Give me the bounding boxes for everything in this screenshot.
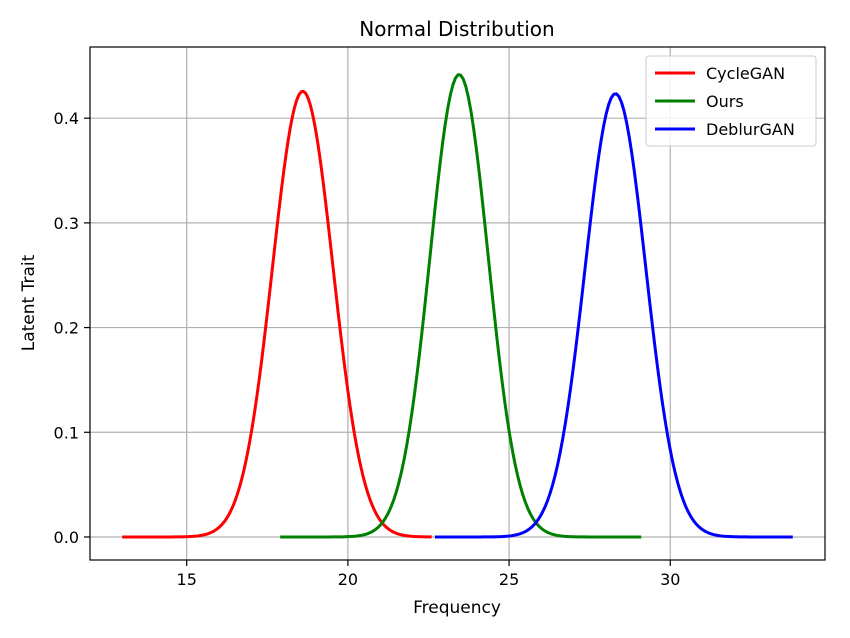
x-tick-label: 25 bbox=[499, 570, 519, 589]
y-tick-label: 0.0 bbox=[54, 528, 79, 547]
plot-frame bbox=[89, 46, 826, 561]
y-tick-label: 0.1 bbox=[54, 423, 79, 442]
series-line-deblurgan bbox=[434, 92, 793, 539]
series-line-ours bbox=[280, 73, 642, 539]
legend-label: DeblurGAN bbox=[706, 120, 795, 139]
y-tick-label: 0.4 bbox=[54, 109, 79, 128]
x-tick-label: 30 bbox=[660, 570, 680, 589]
legend-label: CycleGAN bbox=[706, 64, 785, 83]
x-tick-label: 20 bbox=[338, 570, 358, 589]
x-tick-label: 15 bbox=[177, 570, 197, 589]
chart-title: Normal Distribution bbox=[359, 17, 554, 41]
y-tick-label: 0.2 bbox=[54, 319, 79, 338]
x-axis-ticks: 15 20 25 30 bbox=[177, 560, 680, 589]
series-line-cyclegan bbox=[122, 89, 432, 539]
y-axis-label: Latent Trait bbox=[19, 254, 39, 351]
legend-label: Ours bbox=[706, 92, 744, 111]
legend-box bbox=[645, 55, 817, 147]
legend: CycleGAN Ours DeblurGAN bbox=[645, 55, 817, 147]
x-axis-label: Frequency bbox=[413, 598, 501, 618]
y-tick-label: 0.3 bbox=[54, 214, 79, 233]
y-axis-ticks: 0.0 0.1 0.2 0.3 0.4 bbox=[54, 109, 90, 547]
series-layer bbox=[122, 73, 793, 539]
